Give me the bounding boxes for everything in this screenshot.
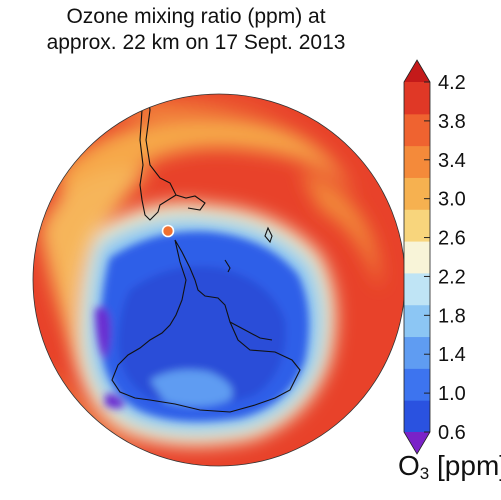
colorbar-segment	[404, 82, 430, 115]
coastline-south-georgia	[264, 226, 273, 244]
colorbar-tick-label: 1.4	[438, 344, 466, 366]
coastline-south-america	[139, 94, 177, 221]
station-marker	[161, 224, 175, 238]
colorbar-max-triangle	[404, 60, 430, 82]
coastline-antarctica	[111, 239, 301, 413]
colorbar-segment	[404, 113, 430, 147]
colorbar-tick-label: 3.0	[438, 189, 466, 211]
title-line-1: Ozone mixing ratio (ppm) at	[66, 5, 326, 28]
colorbar-segment	[404, 304, 430, 338]
colorbar-segment	[404, 209, 430, 242]
colorbar-labels: 4.2 3.8 3.4 3.0 2.6 2.2 1.8 1.4 1.0 0.6	[438, 72, 466, 444]
coastlines	[111, 94, 301, 413]
coastline-islands	[224, 259, 231, 273]
colorbar-tick-label: 1.0	[438, 383, 466, 405]
colorbar-segment	[404, 145, 430, 178]
colorbar-segment	[404, 272, 430, 306]
title-line-2: approx. 22 km on 17 Sept. 2013	[46, 31, 346, 54]
coastline-ice-shelf	[229, 321, 273, 341]
colorbar-segment	[404, 400, 430, 433]
colorbar-segment	[404, 336, 430, 369]
map-title: Ozone mixing ratio (ppm) at approx. 22 k…	[4, 4, 388, 56]
units-label: O3 [ppm]	[398, 450, 501, 484]
units-subscript: 3	[419, 464, 430, 483]
colorbar-tick-label: 3.8	[438, 111, 466, 133]
colorbar-tick-label: 2.2	[438, 266, 466, 288]
units-rest: [ppm]	[429, 450, 501, 481]
colorbar-tick-label: 4.2	[438, 72, 466, 94]
coastline-falklands	[175, 194, 206, 211]
units-symbol: O	[398, 450, 420, 481]
colorbar-tick-label: 2.6	[438, 228, 466, 250]
colorbar-segment	[404, 241, 430, 274]
colorbar-tick-label: 3.4	[438, 150, 466, 172]
colorbar-segment	[404, 177, 430, 210]
colorbar-blocks	[403, 59, 431, 455]
colorbar-ticks	[424, 81, 430, 433]
ozone-hole	[95, 231, 309, 422]
colorbar-min-triangle	[404, 432, 430, 454]
globe-field	[33, 94, 405, 466]
colorbar-tick-label: 0.6	[438, 422, 466, 444]
colorbar-segment	[404, 368, 430, 401]
colorbar-tick-label: 1.8	[438, 305, 466, 327]
